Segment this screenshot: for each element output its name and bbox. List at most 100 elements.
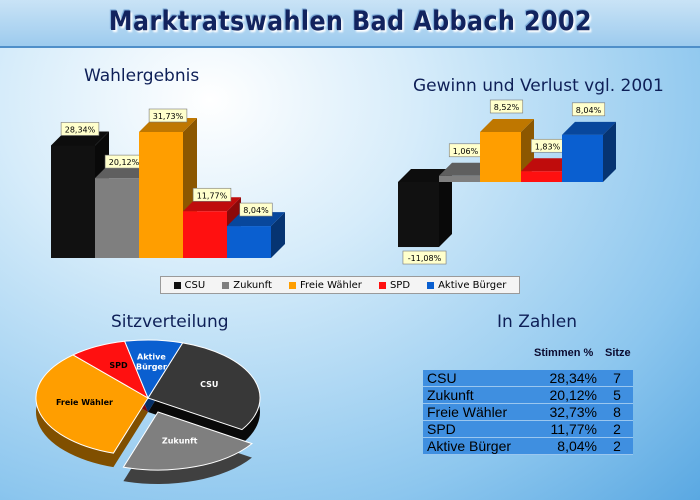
bar-change-aktive-buerger xyxy=(562,121,616,182)
legend-label: Zukunft xyxy=(233,279,272,291)
legend-swatch-zukunft xyxy=(222,281,230,289)
pie-slice-aktive-buerger xyxy=(123,339,184,400)
data-label-change-freie-waehler-box xyxy=(489,99,524,114)
pie-label-spd: SPD xyxy=(109,361,128,370)
data-label-result-freie-waehler-box xyxy=(148,108,188,123)
data-label-change-spd-text: 1,83% xyxy=(535,142,561,151)
results-table: CSU 28,34% 7 Zukunft 20,12% 5 Freie Wähl… xyxy=(423,370,633,455)
seats-cell: 2 xyxy=(601,437,633,455)
data-label-change-freie-waehler: 8,52% xyxy=(489,99,524,114)
votes-cell: 28,34% xyxy=(534,370,601,387)
result-chart-title: Wahlergebnis xyxy=(84,66,200,86)
votes-cell: 20,12% xyxy=(534,386,601,404)
bar-change-zukunft-top xyxy=(439,162,493,176)
data-label-result-aktive-buerger-text: 8,04% xyxy=(243,206,269,215)
pie-slice-freie-waehler xyxy=(35,354,149,454)
legend-swatch-freie-waehler xyxy=(288,281,296,289)
data-label-change-csu-box xyxy=(402,250,447,265)
chart-legend: CSU Zukunft Freie Wähler SPD Aktive Bürg… xyxy=(160,276,520,294)
party-cell: SPD xyxy=(423,420,535,438)
data-label-change-aktive-buerger-text: 8,04% xyxy=(576,106,602,115)
data-label-change-zukunft-text: 1,06% xyxy=(453,147,479,156)
seats-column-header: Sitze xyxy=(605,347,631,359)
legend-label: CSU xyxy=(184,279,206,291)
table-row: CSU 28,34% 7 xyxy=(423,370,633,387)
pie-label-line: Zukunft xyxy=(162,437,198,446)
bar-result-aktive-buerger-front xyxy=(227,226,271,258)
bar-change-freie-waehler xyxy=(480,119,534,182)
table-row: Zukunft 20,12% 5 xyxy=(423,386,633,404)
data-label-result-freie-waehler-text: 31,73% xyxy=(153,112,184,121)
legend-swatch-aktive-buerger xyxy=(427,281,435,289)
data-label-change-aktive-buerger: 8,04% xyxy=(571,102,606,117)
title-banner: Marktratswahlen Bad Abbach 2002 xyxy=(0,0,700,48)
page-title: Marktratswahlen Bad Abbach 2002 xyxy=(108,6,592,37)
data-label-change-spd: 1,83% xyxy=(530,138,565,153)
seats-cell: 5 xyxy=(601,386,633,404)
data-label-result-aktive-buerger-box xyxy=(239,202,273,217)
pie-label-zukunft: Zukunft xyxy=(162,437,198,446)
data-label-result-csu-box xyxy=(60,122,100,136)
bar-result-zukunft-front xyxy=(95,178,139,258)
change-chart-title: Gewinn und Verlust vgl. 2001 xyxy=(413,76,664,96)
data-label-change-csu-text: -11,08% xyxy=(408,254,442,263)
bar-change-aktive-buerger-front xyxy=(562,134,603,182)
party-cell: Aktive Bürger xyxy=(423,437,535,455)
data-label-result-csu-text: 28,34% xyxy=(65,125,96,134)
pie-label-freie-waehler: Freie Wähler xyxy=(56,398,113,407)
bar-change-csu-side xyxy=(439,169,452,248)
legend-label: Freie Wähler xyxy=(299,279,362,291)
bar-change-csu xyxy=(398,169,452,248)
seats-cell: 8 xyxy=(601,403,633,421)
bar-change-freie-waehler-top xyxy=(480,119,534,132)
bar-change-csu-top xyxy=(398,169,452,182)
legend-item-csu: CSU xyxy=(173,279,206,291)
seats-cell: 2 xyxy=(601,420,633,438)
bar-result-spd-front xyxy=(183,211,227,258)
numbers-title: In Zahlen xyxy=(497,312,577,332)
data-label-result-freie-waehler: 31,73% xyxy=(148,108,188,123)
data-label-change-csu: -11,08% xyxy=(402,250,447,265)
pie-label-line: SPD xyxy=(109,361,128,370)
pie-label-line: Bürger xyxy=(136,362,167,371)
pie-label-line: Freie Wähler xyxy=(56,398,113,407)
pie-slice-csu xyxy=(147,342,261,431)
pie-slice-zukunft xyxy=(122,411,253,471)
pie-label-line: Aktive xyxy=(137,352,166,361)
bar-result-csu-front xyxy=(51,145,95,258)
party-cell: Zukunft xyxy=(423,386,535,404)
table-row: Aktive Bürger 8,04% 2 xyxy=(423,437,633,455)
bar-result-aktive-buerger xyxy=(227,212,285,258)
legend-item-zukunft: Zukunft xyxy=(222,280,272,291)
party-cell: CSU xyxy=(423,370,535,387)
legend-swatch-spd xyxy=(378,281,386,289)
bar-change-csu-front xyxy=(398,182,439,248)
pie-label-line: CSU xyxy=(200,380,218,389)
seats-cell: 7 xyxy=(601,370,633,387)
seat-chart-title: Sitzverteilung xyxy=(111,312,229,332)
bar-change-aktive-buerger-side xyxy=(603,121,616,182)
data-label-result-zukunft-text: 20,12% xyxy=(109,158,140,167)
bar-result-aktive-buerger-side xyxy=(271,212,285,258)
data-label-result-csu: 28,34% xyxy=(60,122,100,136)
votes-cell: 11,77% xyxy=(534,420,601,438)
legend-item-freie-waehler: Freie Wähler xyxy=(288,279,362,291)
table-row: Freie Wähler 32,73% 8 xyxy=(423,403,633,421)
pie-label-csu: CSU xyxy=(200,380,218,389)
bar-change-spd-front xyxy=(521,171,562,182)
bar-result-freie-waehler-front xyxy=(139,132,183,258)
legend-label: SPD xyxy=(389,279,411,291)
legend-label: Aktive Bürger xyxy=(438,279,507,291)
pie-label-aktive-buerger: Aktive Bürger xyxy=(136,352,167,371)
legend-swatch-csu xyxy=(173,281,181,289)
votes-cell: 8,04% xyxy=(534,437,601,455)
data-label-result-spd: 11,77% xyxy=(192,187,232,202)
table-row: SPD 11,77% 2 xyxy=(423,420,633,438)
party-cell: Freie Wähler xyxy=(423,403,535,421)
data-label-result-zukunft: 20,12% xyxy=(104,154,144,169)
bar-change-zukunft-front xyxy=(439,175,480,182)
data-label-change-aktive-buerger-box xyxy=(571,102,606,117)
data-label-result-aktive-buerger: 8,04% xyxy=(239,202,273,217)
data-label-result-spd-box xyxy=(192,187,232,202)
